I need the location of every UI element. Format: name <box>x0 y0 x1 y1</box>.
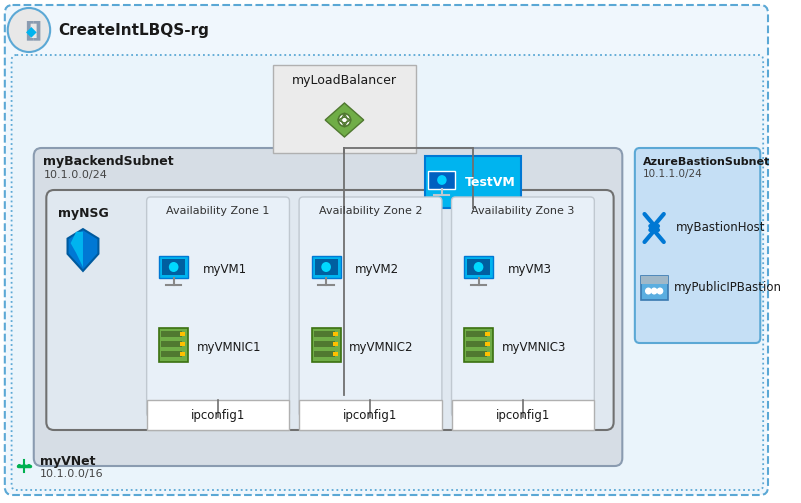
FancyBboxPatch shape <box>11 55 763 490</box>
FancyBboxPatch shape <box>452 197 594 417</box>
FancyBboxPatch shape <box>299 197 442 417</box>
Bar <box>159 256 188 278</box>
Bar <box>273 65 416 153</box>
Bar <box>315 259 338 275</box>
Bar <box>312 256 340 278</box>
Bar <box>466 331 487 337</box>
Text: myBastionHost: myBastionHost <box>675 221 765 234</box>
Text: myVMNIC1: myVMNIC1 <box>197 341 261 354</box>
Circle shape <box>18 464 21 468</box>
Bar <box>485 342 490 346</box>
Text: myVMNIC3: myVMNIC3 <box>501 341 566 354</box>
FancyBboxPatch shape <box>34 148 622 466</box>
Circle shape <box>657 288 663 294</box>
Text: myPublicIPBastion: myPublicIPBastion <box>674 282 782 294</box>
Bar <box>641 276 668 284</box>
Bar <box>180 342 185 346</box>
Bar <box>161 341 183 347</box>
Circle shape <box>8 8 50 52</box>
Text: myVNet: myVNet <box>39 455 95 467</box>
Text: myVM1: myVM1 <box>203 263 247 276</box>
Circle shape <box>645 288 652 294</box>
Circle shape <box>22 464 26 468</box>
Text: AzureBastionSubnet: AzureBastionSubnet <box>642 157 770 167</box>
Bar <box>313 341 335 347</box>
Text: myNSG: myNSG <box>58 208 108 220</box>
Text: [: [ <box>24 20 34 40</box>
Text: myVMNIC2: myVMNIC2 <box>349 341 414 354</box>
Bar <box>161 351 183 357</box>
Bar <box>299 400 442 430</box>
Text: ◆: ◆ <box>26 24 36 38</box>
Bar <box>425 156 521 208</box>
FancyBboxPatch shape <box>147 197 289 417</box>
Text: myVM3: myVM3 <box>508 263 552 276</box>
FancyBboxPatch shape <box>46 190 614 430</box>
Polygon shape <box>67 229 99 271</box>
Bar <box>452 400 594 430</box>
Bar <box>161 331 183 337</box>
Text: myLoadBalancer: myLoadBalancer <box>292 73 397 87</box>
Bar <box>313 331 335 337</box>
Bar <box>162 259 185 275</box>
Circle shape <box>169 262 179 272</box>
Bar <box>464 256 493 278</box>
Circle shape <box>338 114 351 126</box>
Text: Availability Zone 2: Availability Zone 2 <box>319 206 422 216</box>
Bar <box>641 276 668 300</box>
Text: myBackendSubnet: myBackendSubnet <box>43 155 174 169</box>
Bar <box>464 328 493 362</box>
Text: 10.1.1.0/24: 10.1.1.0/24 <box>642 169 702 179</box>
Circle shape <box>27 464 31 468</box>
Bar <box>466 351 487 357</box>
Polygon shape <box>325 103 364 137</box>
Circle shape <box>650 288 658 294</box>
Bar <box>429 171 456 189</box>
Circle shape <box>437 175 447 185</box>
Circle shape <box>473 262 483 272</box>
Text: ipconfig1: ipconfig1 <box>344 408 397 422</box>
Bar <box>466 341 487 347</box>
Text: ipconfig1: ipconfig1 <box>496 408 550 422</box>
Bar <box>467 259 490 275</box>
FancyBboxPatch shape <box>635 148 760 343</box>
Bar <box>485 332 490 336</box>
Bar <box>333 352 338 356</box>
Bar <box>485 352 490 356</box>
Text: Availability Zone 3: Availability Zone 3 <box>471 206 574 216</box>
Bar <box>147 400 289 430</box>
Text: 10.1.0.0/24: 10.1.0.0/24 <box>43 170 107 180</box>
Text: ]: ] <box>31 20 42 40</box>
Bar <box>333 342 338 346</box>
Text: CreateIntLBQS-rg: CreateIntLBQS-rg <box>58 23 209 38</box>
Text: myVM2: myVM2 <box>355 263 399 276</box>
Bar <box>180 352 185 356</box>
Text: Availability Zone 1: Availability Zone 1 <box>167 206 270 216</box>
Bar <box>159 328 188 362</box>
Bar <box>333 332 338 336</box>
Bar <box>313 351 335 357</box>
Circle shape <box>321 262 331 272</box>
Polygon shape <box>70 232 83 267</box>
Bar <box>312 328 340 362</box>
Text: ipconfig1: ipconfig1 <box>191 408 245 422</box>
FancyBboxPatch shape <box>5 5 768 495</box>
Text: 10.1.0.0/16: 10.1.0.0/16 <box>39 469 103 479</box>
Text: TestVM: TestVM <box>465 176 516 189</box>
Bar <box>180 332 185 336</box>
